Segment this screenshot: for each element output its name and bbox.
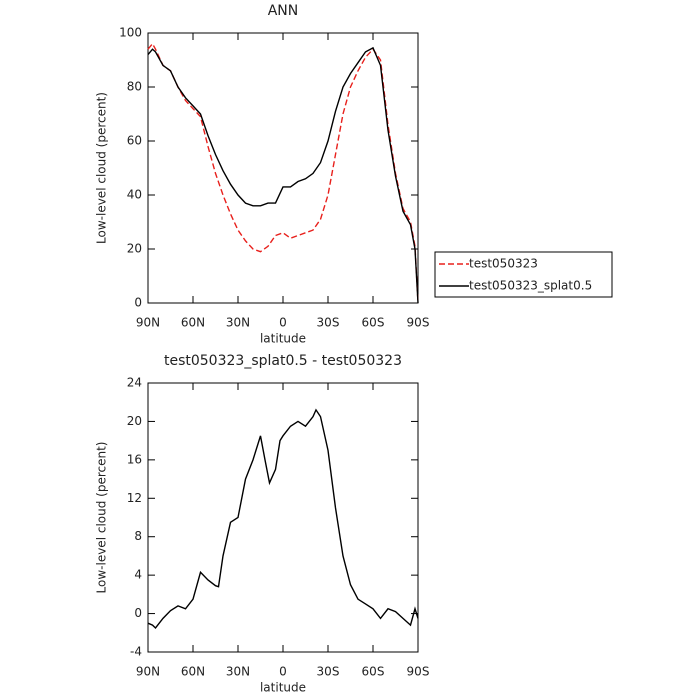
y-tick-label: 100 — [119, 26, 142, 40]
legend-label: test050323_splat0.5 — [469, 279, 592, 293]
y-tick-label: 12 — [127, 491, 142, 505]
y-tick-label: 8 — [134, 529, 142, 543]
y-tick-label: 24 — [127, 376, 142, 390]
y-tick-label: 80 — [127, 80, 142, 94]
data-line — [147, 46, 419, 304]
x-tick-label: 60N — [181, 665, 205, 679]
x-axis-label: latitude — [260, 332, 306, 346]
x-tick-label: 60S — [362, 316, 385, 330]
y-axis-label: Low-level cloud (percent) — [95, 442, 109, 594]
x-tick-label: 0 — [279, 665, 287, 679]
plot-frame — [147, 32, 419, 304]
y-tick-label: 0 — [134, 606, 142, 620]
x-tick-label: 30S — [317, 316, 340, 330]
y-tick-label: 0 — [134, 296, 142, 310]
x-tick-label: 30N — [226, 316, 250, 330]
legend-box — [434, 251, 613, 298]
x-tick-label: 60N — [181, 316, 205, 330]
data-line — [147, 408, 419, 630]
x-axis-label: latitude — [260, 681, 306, 695]
x-tick-label: 90N — [136, 665, 160, 679]
x-tick-label: 0 — [279, 316, 287, 330]
y-tick-label: 60 — [127, 134, 142, 148]
plot-frame — [147, 382, 419, 653]
x-tick-label: 90N — [136, 316, 160, 330]
x-tick-label: 90S — [407, 665, 430, 679]
x-tick-label: 30N — [226, 665, 250, 679]
y-tick-label: 20 — [127, 414, 142, 428]
chart-title: ANN — [268, 3, 299, 19]
y-tick-label: -4 — [130, 645, 142, 659]
y-axis-label: Low-level cloud (percent) — [95, 92, 109, 244]
data-line — [147, 42, 419, 304]
x-tick-label: 30S — [317, 665, 340, 679]
y-tick-label: 20 — [127, 242, 142, 256]
x-tick-label: 60S — [362, 665, 385, 679]
y-tick-label: 16 — [127, 452, 142, 466]
x-tick-label: 90S — [407, 316, 430, 330]
y-tick-label: 4 — [134, 568, 142, 582]
legend-label: test050323 — [469, 257, 538, 271]
y-tick-label: 40 — [127, 188, 142, 202]
chart-title: test050323_splat0.5 - test050323 — [164, 353, 402, 369]
